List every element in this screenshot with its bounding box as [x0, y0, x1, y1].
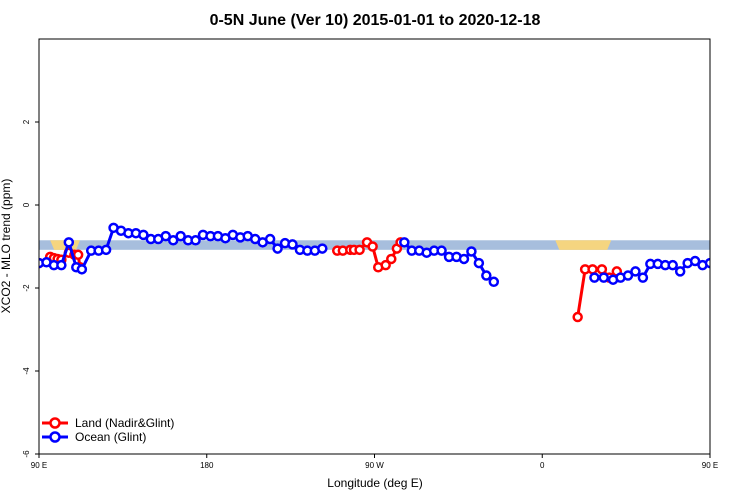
- x-tick-label-4: 90 E: [702, 461, 718, 470]
- y-axis: -6 -4 -2 0 2: [22, 119, 39, 458]
- plot-area: [39, 222, 749, 323]
- y-tick-label-4: 2: [22, 119, 31, 124]
- ocean-point-57: [630, 266, 641, 277]
- ocean-point-38: [317, 243, 328, 254]
- ocean-point-3: [56, 259, 67, 271]
- legend: Land (Nadir&Glint) Ocean (Glint): [42, 416, 174, 444]
- x-axis: 90 E 180 90 W 0 90 E: [31, 454, 718, 470]
- ocean-point-47: [458, 253, 470, 265]
- y-tick-label-2: -2: [22, 284, 31, 292]
- ocean-point-18: [167, 235, 179, 246]
- land-point-24: [596, 264, 608, 275]
- ocean-point-21: [190, 235, 201, 246]
- x-tick-label-0: 90 E: [31, 461, 47, 470]
- land-point-18: [386, 253, 397, 265]
- ocean-point-65: [689, 255, 701, 267]
- ocean-point-50: [481, 270, 492, 281]
- chart-title: 0-5N June (Ver 10) 2015-01-01 to 2020-12…: [210, 12, 541, 29]
- y-axis-label: XCO2 - MLO trend (ppm): [0, 179, 13, 314]
- ocean-point-72: [741, 247, 749, 255]
- ocean-point-39: [399, 237, 410, 248]
- land-point-23: [587, 264, 598, 275]
- ocean-point-14: [138, 229, 149, 241]
- ocean-point-69: [719, 261, 727, 269]
- y-tick-label-1: -4: [22, 367, 31, 375]
- series-layer: [39, 222, 749, 323]
- x-tick-label-2: 90 W: [365, 461, 384, 470]
- ocean-point-44: [436, 245, 447, 256]
- ocean-point-49: [473, 257, 485, 269]
- y-tick-label-3: 0: [22, 202, 31, 207]
- legend-ocean-marker: [49, 431, 61, 443]
- ocean-point-32: [272, 243, 283, 254]
- land-point-15: [367, 241, 378, 252]
- ocean-point-4: [63, 237, 75, 248]
- ocean-point-70: [727, 265, 735, 273]
- ocean-point-63: [674, 266, 686, 277]
- x-axis-label: Longitude (deg E): [327, 476, 422, 490]
- ocean-point-71: [734, 247, 742, 255]
- legend-land-label: Land (Nadir&Glint): [75, 416, 174, 430]
- ocean-point-6: [76, 264, 88, 275]
- ocean-point-9: [100, 244, 112, 256]
- ocean-point-68: [712, 238, 720, 246]
- x-tick-label-3: 0: [540, 461, 545, 470]
- land-point-7: [72, 249, 84, 261]
- ocean-point-51: [488, 276, 500, 288]
- ocean-point-62: [667, 259, 678, 271]
- land-highlight-1: [555, 240, 612, 250]
- ocean-point-56: [622, 270, 634, 281]
- x-tick-label-1: 180: [200, 461, 214, 470]
- ocean-point-53: [598, 272, 610, 283]
- land-point-17: [380, 259, 391, 271]
- land-point-21: [572, 311, 583, 323]
- y-tick-label-0: -6: [22, 450, 31, 458]
- ocean-point-67: [704, 257, 710, 269]
- land-point-13: [354, 244, 365, 256]
- ocean-point-58: [637, 272, 649, 283]
- ocean-point-34: [287, 239, 298, 250]
- ocean-point-52: [589, 272, 600, 283]
- legend-land-marker: [49, 417, 61, 429]
- ocean-point-48: [466, 246, 477, 257]
- legend-ocean-label: Ocean (Glint): [75, 430, 146, 444]
- ocean-point-31: [264, 233, 276, 245]
- ocean-point-17: [160, 230, 171, 242]
- ocean-point-19: [175, 230, 186, 242]
